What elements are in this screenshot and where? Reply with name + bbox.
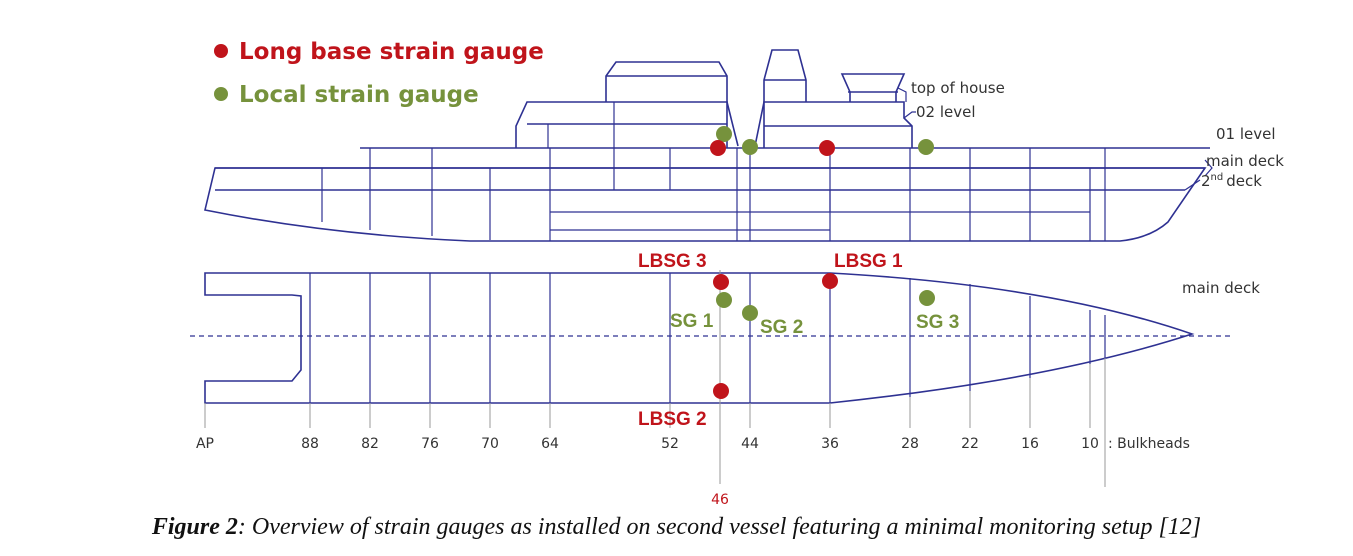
bulkhead-label: 76: [421, 436, 439, 452]
bulkhead-label: 10: [1081, 436, 1099, 452]
lbsg2-marker: [713, 383, 729, 399]
main-deck-plan-label: main deck: [1182, 279, 1260, 297]
sg1-label: SG 1: [670, 311, 714, 332]
bulkhead-label: 82: [361, 436, 379, 452]
side-view-hull: [204, 167, 1207, 242]
side-sg1-marker: [716, 126, 732, 142]
local-legend-marker: [214, 87, 228, 101]
sg3-marker: [919, 290, 935, 306]
side-lbsg3-marker: [710, 140, 726, 156]
level-02-label: 02 level: [916, 103, 976, 121]
mast-block: [763, 49, 807, 102]
second-deck-superscript: nd: [1211, 172, 1224, 183]
lbsg2-label: LBSG 2: [638, 409, 707, 430]
top-of-house-label: top of house: [911, 79, 1005, 97]
bulkhead-label: 28: [901, 436, 919, 452]
side-view: top of house 02 level 01 level main deck…: [204, 49, 1284, 242]
side-lbsg1-marker: [819, 140, 835, 156]
lbsg3-label: LBSG 3: [638, 251, 707, 272]
sg1-marker: [716, 292, 732, 308]
funnel-gap-fwd: [754, 101, 765, 147]
bulkhead-labels: AP 88 82 76 70 64 52 44 36 28 22 16 10 :…: [196, 436, 1190, 508]
plan-view: main deck LBSG 3 LBSG 1 LBSG 2 SG 1 SG 2…: [190, 251, 1260, 487]
lbsg3-marker: [713, 274, 729, 290]
figure-caption: Figure 2: Overview of strain gauges as i…: [0, 514, 1353, 541]
caption-text: : Overview of strain gauges as installed…: [237, 514, 1202, 540]
top-of-house-leader: [897, 87, 907, 102]
second-deck-label: 2nd deck: [1201, 172, 1262, 190]
legend: Long base strain gauge Local strain gaug…: [214, 39, 544, 108]
level-01-label: 01 level: [1216, 125, 1276, 143]
bulkhead-label: 44: [741, 436, 759, 452]
main-deck-leader: [1204, 159, 1213, 177]
lbsg1-label: LBSG 1: [834, 251, 903, 272]
bulkhead-label: 88: [301, 436, 319, 452]
side-sg2-marker: [742, 139, 758, 155]
sg3-label: SG 3: [916, 312, 959, 333]
bulkhead-label: 16: [1021, 436, 1039, 452]
main-deck-side-label: main deck: [1206, 152, 1284, 170]
bulkhead-label: 36: [821, 436, 839, 452]
second-deck-number: 2: [1201, 172, 1211, 190]
second-deck-leader: [1184, 179, 1201, 191]
bulkhead-label: 64: [541, 436, 559, 452]
caption-prefix: Figure 2: [151, 514, 238, 540]
superstructure-aft: [515, 101, 728, 148]
local-legend-label: Local strain gauge: [239, 82, 479, 108]
bulkheads-legend: : Bulkheads: [1108, 436, 1190, 452]
side-sg3-marker: [918, 139, 934, 155]
level-02-leader: [903, 111, 916, 119]
bulkhead-label: 22: [961, 436, 979, 452]
long-base-legend-label: Long base strain gauge: [239, 39, 544, 65]
bridge: [840, 73, 906, 102]
funnel-gap-aft: [726, 101, 739, 147]
ship-diagram: Long base strain gauge Local strain gaug…: [190, 39, 1284, 508]
plan-view-hull: [204, 272, 1195, 404]
superstructure-fwd: [763, 101, 913, 148]
lbsg1-marker: [822, 273, 838, 289]
second-deck-word: deck: [1226, 172, 1262, 190]
upper-house-aft: [605, 61, 728, 102]
bulkhead-label: AP: [196, 436, 214, 452]
bulkhead-46-label: 46: [711, 492, 729, 508]
bulkhead-label: 70: [481, 436, 499, 452]
sg2-marker: [742, 305, 758, 321]
bulkhead-label: 52: [661, 436, 679, 452]
sg2-label: SG 2: [760, 317, 803, 338]
long-base-legend-marker: [214, 44, 228, 58]
